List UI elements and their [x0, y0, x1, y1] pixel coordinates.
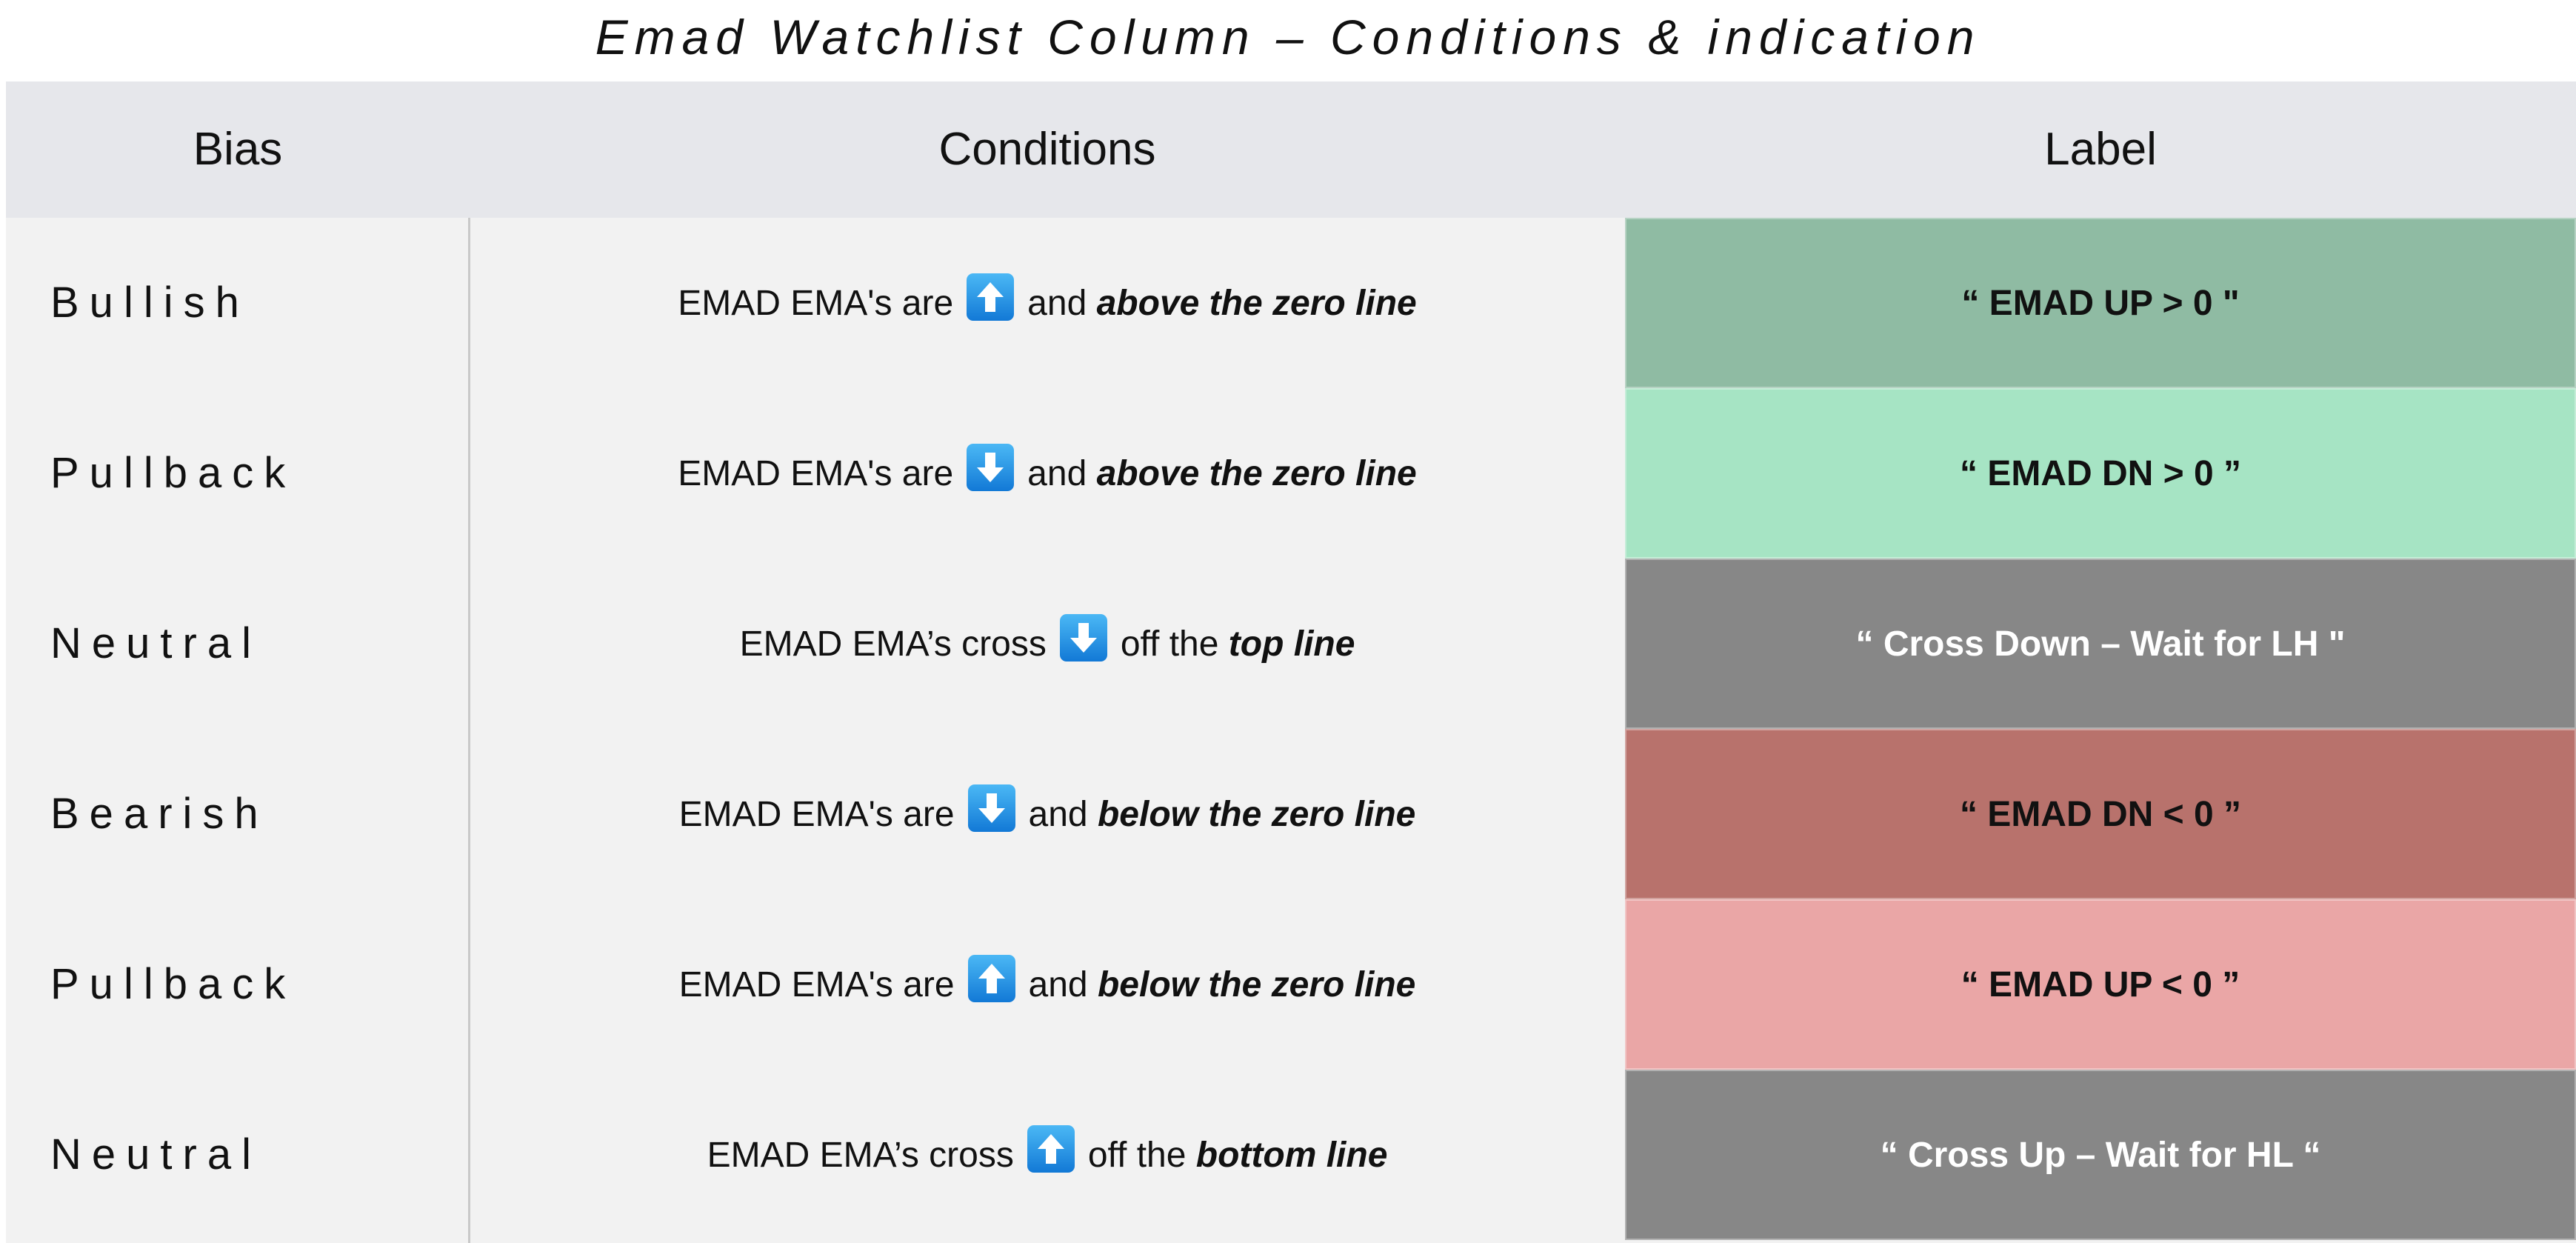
condition-emphasis: top line — [1228, 624, 1355, 664]
condition-text: EMAD EMA's are — [678, 794, 955, 834]
condition-text: EMAD EMA's are — [678, 283, 954, 323]
down-arrow-icon — [1059, 614, 1107, 662]
down-arrow-icon — [967, 444, 1015, 491]
condition-connector: off the — [1087, 1135, 1187, 1175]
bias-cell: Bullish — [50, 279, 250, 327]
condition-connector: and — [1027, 283, 1087, 323]
up-arrow-icon — [967, 273, 1015, 321]
label-cell: “ EMAD DN > 0 ” — [1625, 388, 2576, 559]
label-cell: “ Cross Down – Wait for LH " — [1625, 559, 2576, 729]
table-row: Pullback EMAD EMA's are and above the ze… — [6, 388, 2576, 559]
table-row: Bullish EMAD EMA's are and above the zer… — [6, 218, 2576, 388]
conditions-cell: EMAD EMA's are and above the zero line — [470, 218, 1625, 388]
condition-text: EMAD EMA’s cross — [707, 1135, 1014, 1175]
conditions-cell: EMAD EMA's are and below the zero line — [470, 899, 1625, 1070]
up-arrow-icon — [967, 955, 1015, 1002]
condition-connector: and — [1027, 453, 1087, 493]
up-arrow-icon — [1027, 1125, 1075, 1173]
conditions-cell: EMAD EMA's are and below the zero line — [470, 729, 1625, 899]
table-row: Neutral EMAD EMA’s cross off the top lin… — [6, 559, 2576, 729]
conditions-cell: EMAD EMA's are and above the zero line — [470, 388, 1625, 559]
header-conditions: Conditions — [938, 124, 1156, 175]
table-header: Bias Conditions Label — [6, 81, 2576, 218]
condition-text: EMAD EMA’s cross — [739, 624, 1047, 664]
header-label: Label — [2044, 124, 2157, 175]
label-cell: “ Cross Up – Wait for HL “ — [1625, 1070, 2576, 1240]
bias-cell: Neutral — [50, 619, 261, 667]
label-cell: “ EMAD UP < 0 ” — [1625, 899, 2576, 1070]
table-row: Neutral EMAD EMA’s cross off the bottom … — [6, 1070, 2576, 1240]
conditions-table: Bias Conditions Label Bullish EMAD EMA's… — [6, 81, 2576, 1243]
table-row: Pullback EMAD EMA's are and below the ze… — [6, 899, 2576, 1070]
label-cell: “ EMAD DN < 0 ” — [1625, 729, 2576, 899]
bias-cell: Bearish — [50, 790, 269, 838]
column-divider — [468, 218, 470, 1243]
condition-emphasis: below the zero line — [1097, 794, 1416, 834]
condition-emphasis: above the zero line — [1096, 453, 1417, 493]
page-title: Emad Watchlist Column – Conditions & ind… — [595, 10, 1981, 64]
condition-text: EMAD EMA's are — [678, 453, 954, 493]
table-row: Bearish EMAD EMA's are and below the zer… — [6, 729, 2576, 899]
condition-text: EMAD EMA's are — [678, 964, 955, 1004]
condition-connector: and — [1028, 964, 1088, 1004]
condition-emphasis: above the zero line — [1096, 283, 1417, 323]
bias-cell: Neutral — [50, 1130, 261, 1179]
condition-emphasis: bottom line — [1195, 1135, 1388, 1175]
condition-connector: off the — [1120, 624, 1219, 664]
bias-cell: Pullback — [50, 960, 296, 1008]
condition-connector: and — [1028, 794, 1088, 834]
down-arrow-icon — [967, 784, 1015, 832]
conditions-cell: EMAD EMA’s cross off the top line — [470, 559, 1625, 729]
label-cell: “ EMAD UP > 0 " — [1625, 218, 2576, 388]
bias-cell: Pullback — [50, 449, 296, 497]
header-bias: Bias — [193, 124, 283, 175]
condition-emphasis: below the zero line — [1097, 964, 1416, 1004]
conditions-cell: EMAD EMA’s cross off the bottom line — [470, 1070, 1625, 1240]
